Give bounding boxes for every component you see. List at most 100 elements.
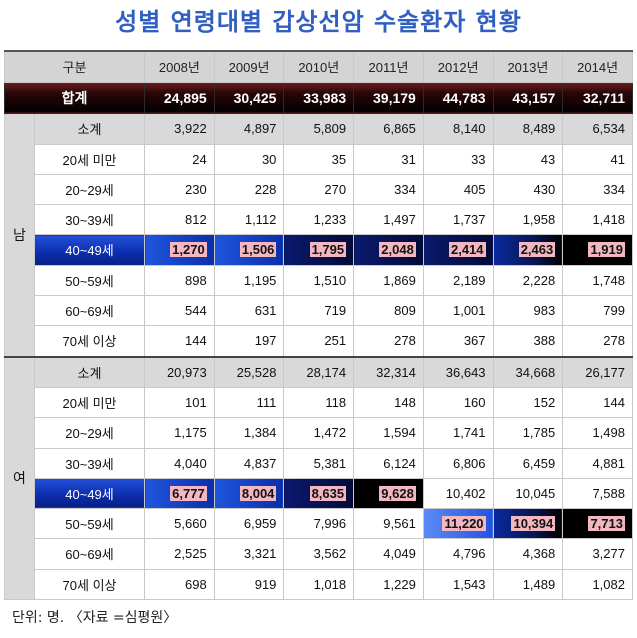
value-cell: 430	[492, 173, 564, 206]
value-cell: 544	[144, 294, 215, 327]
value-cell: 197	[213, 325, 285, 358]
statistics-table: 구분 2008년 2009년 2010년 2011년 2012년 2013년 2014년 합계 2…	[3, 49, 633, 601]
male-row: 30~39세 812 1,112 1,233 1,497 1,737 1,958 1,418	[5, 204, 633, 236]
highlighted-value: 2,414	[448, 242, 486, 258]
value-cell: 388	[492, 325, 564, 358]
value-cell: 1,869	[353, 264, 424, 296]
value-cell: 6,865	[353, 113, 424, 145]
value-cell: 8,635	[283, 477, 355, 510]
highlighted-value: 2,463	[518, 242, 556, 258]
age-group-label: 소계	[33, 113, 146, 145]
highlighted-value: 1,919	[588, 242, 625, 258]
value-cell: 405	[422, 173, 494, 206]
value-cell: 33	[422, 143, 494, 175]
age-group-label: 60~69세	[33, 538, 146, 570]
total-cell: 39,179	[353, 81, 424, 115]
value-cell: 148	[353, 387, 424, 419]
value-cell: 24	[144, 143, 215, 175]
value-cell: 1,082	[562, 568, 633, 601]
female-row: 20세 미만 101 111 118 148 160 152 144	[5, 387, 633, 419]
male-row: 남 소계 3,922 4,897 5,809 6,865 8,140 8,489 6,534	[4, 113, 633, 358]
value-cell: 43	[492, 143, 564, 175]
value-cell: 26,177	[562, 355, 633, 389]
value-cell: 2,048	[353, 234, 424, 266]
age-group-label: 30~39세	[33, 447, 146, 479]
female-row: 여 소계 20,973 25,528 28,174 32,314 36,643 34,668 2…	[4, 355, 633, 600]
female-row: 20~29세 1,175 1,384 1,472 1,594 1,741 1,785 1,49…	[5, 417, 633, 449]
male-row: 70세 이상 144 197 251 278 367 388 278	[5, 325, 633, 358]
value-cell: 1,472	[283, 417, 355, 449]
value-cell: 32,314	[353, 355, 424, 389]
value-cell: 1,498	[562, 417, 633, 449]
value-cell: 4,881	[562, 447, 633, 479]
value-cell: 812	[144, 204, 215, 236]
value-cell: 1,741	[422, 417, 494, 449]
age-group-label: 30~39세	[33, 204, 146, 236]
value-cell: 101	[144, 387, 215, 419]
value-cell: 3,562	[283, 538, 355, 570]
value-cell: 7,996	[283, 508, 355, 540]
value-cell: 278	[353, 325, 424, 358]
value-cell: 9,561	[353, 508, 424, 540]
highlighted-value: 2,048	[379, 242, 416, 258]
total-cell: 32,711	[562, 81, 633, 115]
age-group-label: 50~59세	[33, 264, 146, 296]
value-cell: 1,195	[213, 264, 285, 296]
highlighted-value: 11,220	[442, 516, 486, 532]
value-cell: 1,919	[562, 234, 633, 266]
male-row: 50~59세 898 1,195 1,510 1,869 2,189 2,228 1,748	[5, 264, 633, 296]
age-group-label: 70세 이상	[33, 325, 146, 358]
age-group-label: 50~59세	[33, 508, 146, 540]
value-cell: 270	[283, 173, 355, 206]
highlighted-value: 10,394	[511, 516, 556, 532]
value-cell: 3,321	[213, 538, 285, 570]
male-row: 60~69세 544 631 719 809 1,001 983 799	[5, 294, 633, 327]
value-cell: 6,459	[492, 447, 564, 479]
value-cell: 9,628	[353, 477, 424, 510]
total-label: 합계	[3, 81, 146, 115]
value-cell: 2,189	[422, 264, 494, 296]
total-cell: 44,783	[422, 81, 494, 115]
value-cell: 144	[562, 387, 633, 419]
value-cell: 367	[422, 325, 494, 358]
age-group-label: 60~69세	[33, 294, 146, 327]
highlighted-value: 1,795	[309, 242, 347, 258]
female-group-label: 여	[4, 355, 35, 600]
value-cell: 698	[144, 568, 215, 601]
header-label: 구분	[3, 49, 146, 83]
value-cell: 111	[213, 387, 285, 419]
header-row: 구분 2008년 2009년 2010년 2011년 2012년 2013년 2014년	[3, 49, 633, 83]
value-cell: 152	[492, 387, 564, 419]
value-cell: 30	[213, 143, 285, 175]
value-cell: 6,959	[213, 508, 285, 540]
value-cell: 2,525	[144, 538, 215, 570]
age-group-label: 40~49세	[33, 234, 146, 266]
highlighted-value: 6,777	[170, 485, 207, 501]
value-cell: 898	[144, 264, 215, 296]
value-cell: 7,588	[562, 477, 633, 510]
value-cell: 5,660	[144, 508, 215, 540]
page-title: 성별 연령대별 갑상선암 수술환자 현황	[115, 8, 522, 36]
value-cell: 1,001	[422, 294, 494, 327]
value-cell: 1,233	[283, 204, 355, 236]
year-header: 2008년	[144, 49, 215, 83]
value-cell: 6,534	[562, 113, 633, 145]
value-cell: 36,643	[422, 355, 494, 389]
value-cell: 1,785	[492, 417, 564, 449]
value-cell: 2,414	[422, 234, 494, 266]
value-cell: 4,796	[422, 538, 494, 570]
male-row: 20세 미만 24 30 35 31 33 43 41	[5, 143, 633, 175]
value-cell: 278	[562, 325, 633, 358]
age-group-label: 20세 미만	[33, 143, 146, 175]
value-cell: 3,922	[144, 113, 215, 145]
value-cell: 1,018	[283, 568, 355, 601]
value-cell: 6,777	[144, 477, 215, 510]
value-cell: 34,668	[492, 355, 564, 389]
value-cell: 10,402	[422, 477, 494, 510]
value-cell: 28,174	[283, 355, 355, 389]
highlighted-value: 8,635	[309, 485, 347, 501]
total-cell: 33,983	[283, 81, 355, 115]
value-cell: 983	[492, 294, 564, 327]
age-group-label: 20~29세	[33, 417, 146, 449]
value-cell: 160	[422, 387, 494, 419]
